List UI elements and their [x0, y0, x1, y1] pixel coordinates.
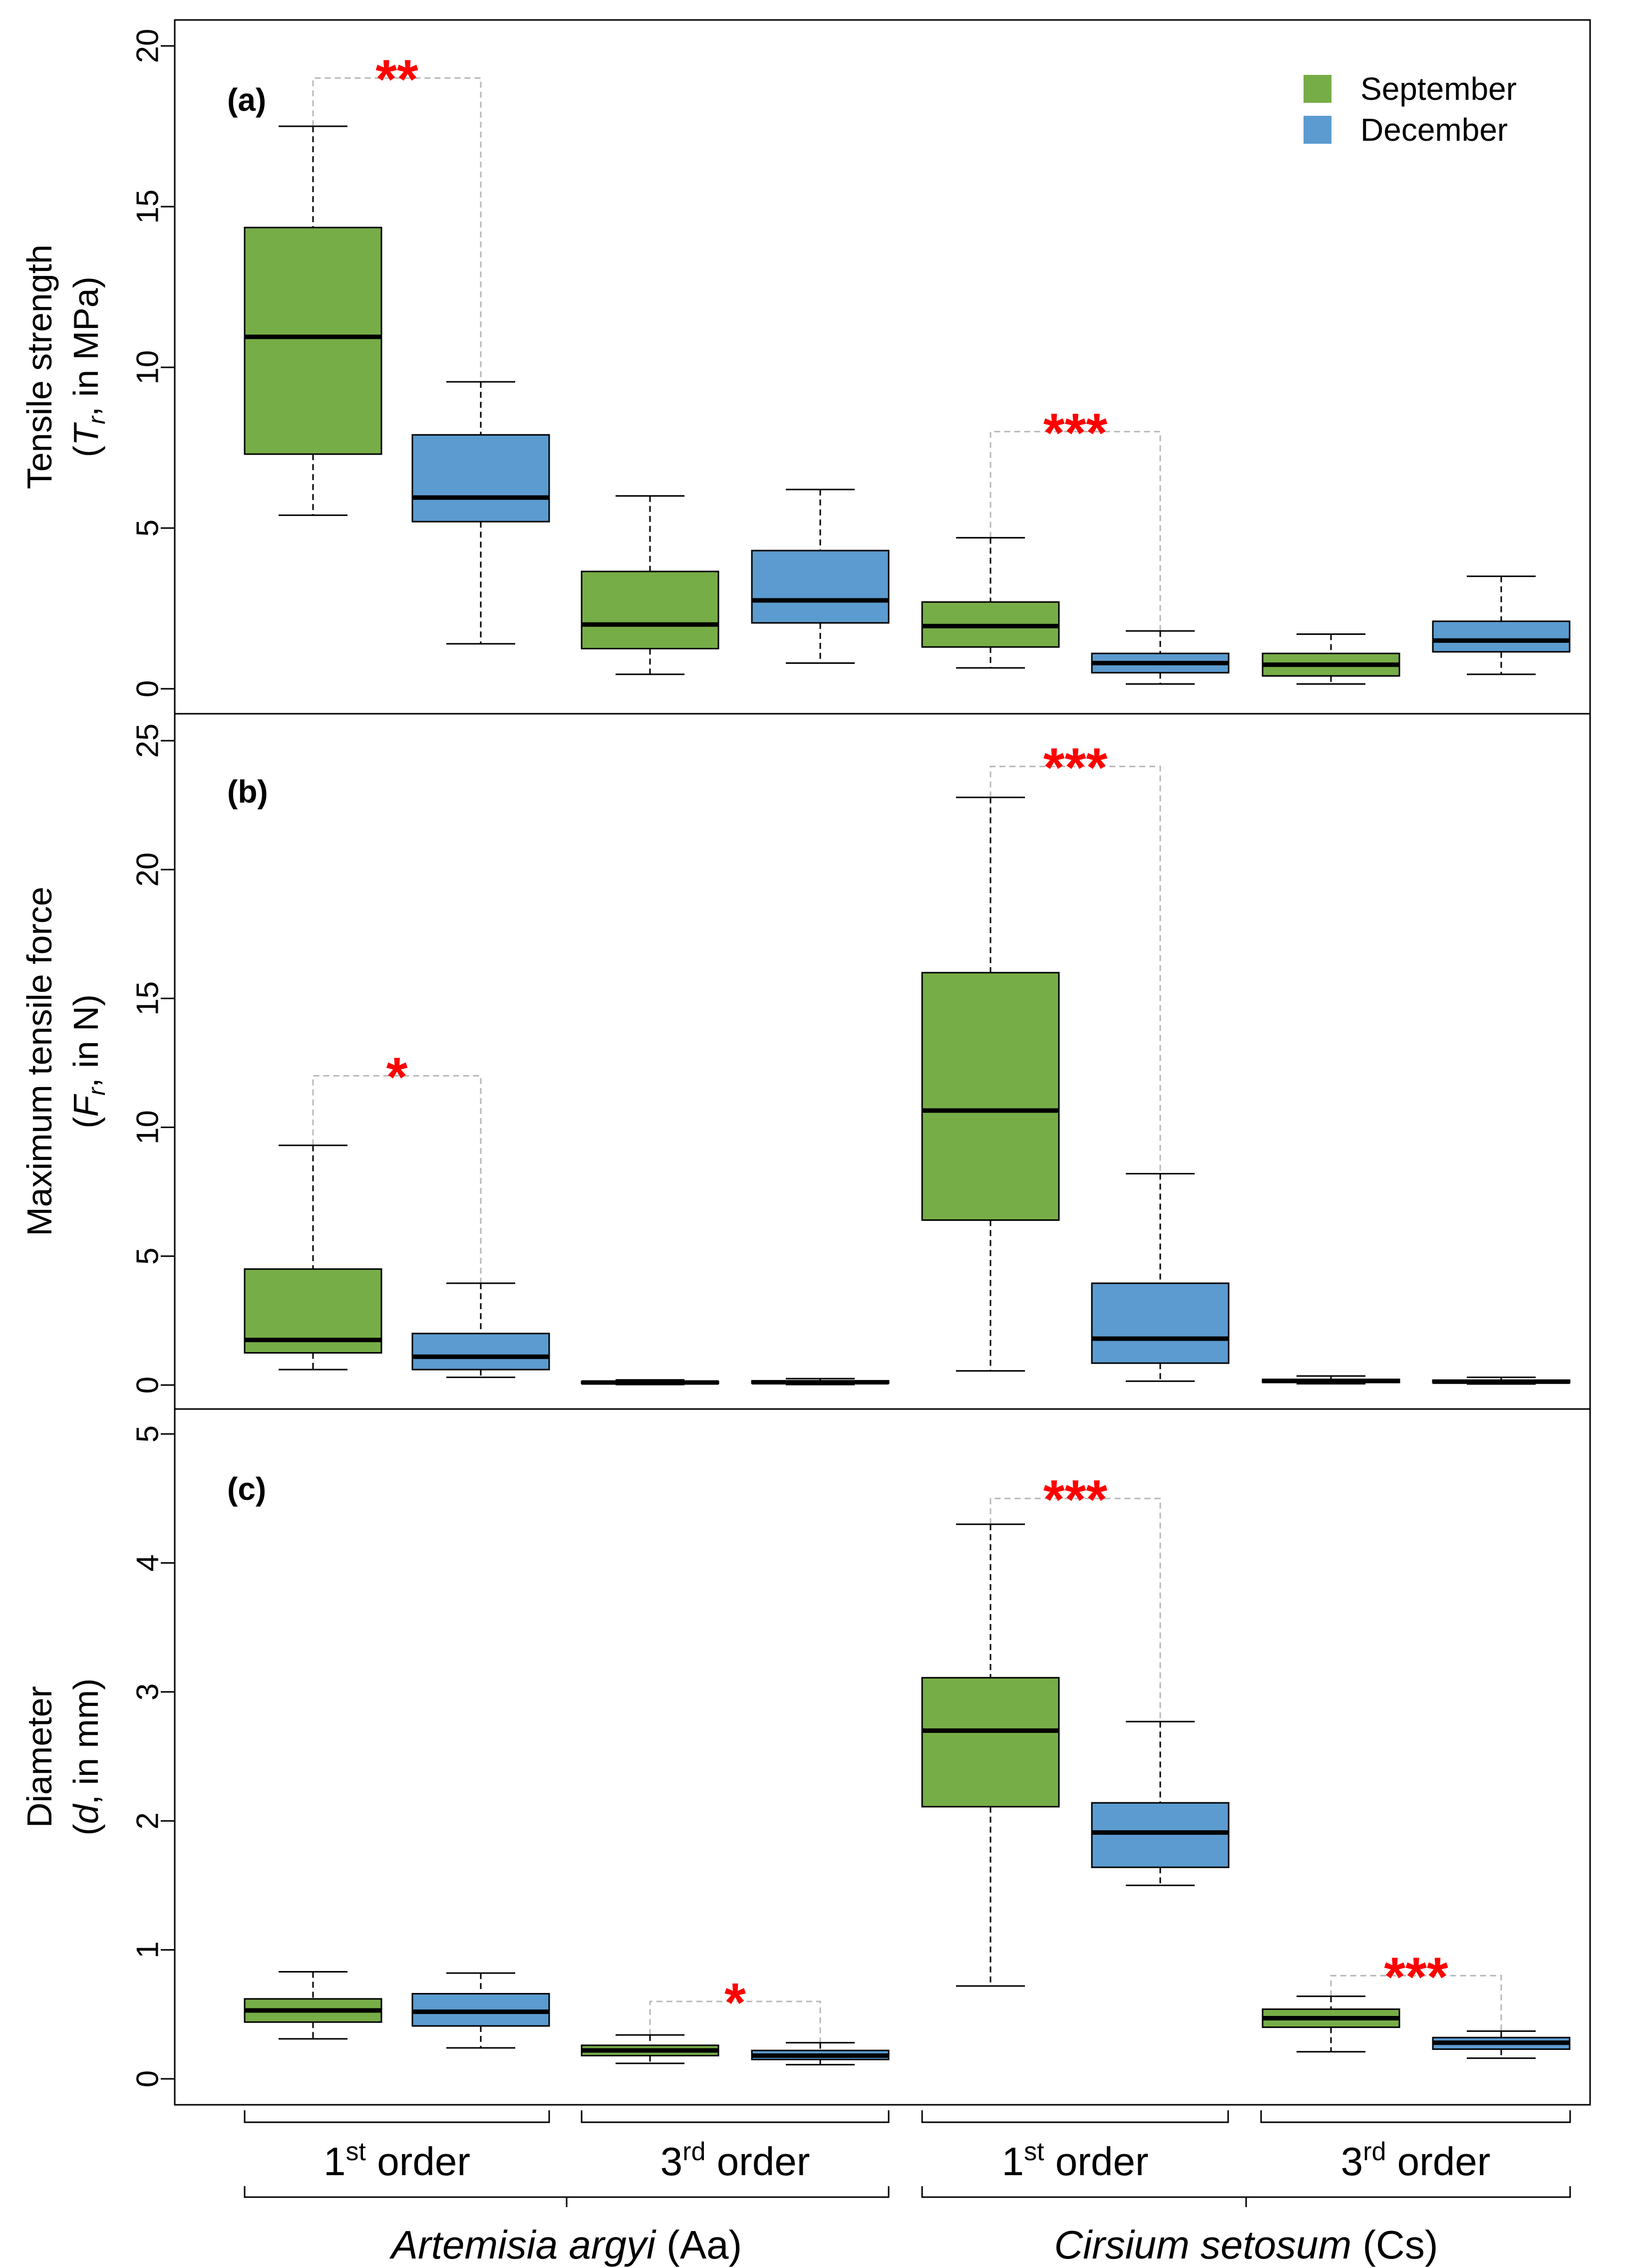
significance-bracket [649, 2000, 821, 2043]
box-september-aa-1st-order [244, 1971, 382, 2040]
box-september-aa-3rd-order [581, 495, 719, 675]
significance-stars: *** [1043, 402, 1108, 464]
y-tick-label: 5 [130, 1425, 165, 1442]
box-september-aa-1st-order [244, 1144, 382, 1371]
y-tick-label: 25 [130, 724, 165, 758]
y-axis-unit: (Tr, in MPa) [66, 277, 110, 457]
box-body [581, 570, 719, 649]
legend-label-september: September [1360, 71, 1517, 107]
box-body [411, 434, 550, 523]
y-axis-title: Maximum tensile force [20, 886, 59, 1236]
box-december-aa-3rd-order [751, 489, 890, 664]
significance-stars: * [386, 1046, 408, 1108]
order-bracket [1260, 2110, 1571, 2123]
y-axis-unit: (Fr, in N) [66, 994, 110, 1129]
y-tick-label: 5 [130, 520, 165, 537]
y-tick-label: 10 [130, 1110, 165, 1144]
box-september-aa-1st-order [244, 125, 382, 516]
y-tick-label: 0 [130, 1377, 165, 1394]
box-body [1432, 620, 1571, 653]
significance-bracket [990, 1497, 1161, 1722]
order-label: 1st order [324, 2137, 470, 2184]
species-bracket [921, 2186, 1571, 2207]
panel-b: 0 5 10 15 20 25 Maximum tensile force (Fr, in N… [20, 713, 1591, 1410]
species-label: Cirsium setosum (Cs) [1054, 2223, 1438, 2267]
box-december-cs-3rd-order [1432, 1377, 1571, 1385]
box-december-cs-1st-order [1091, 1173, 1230, 1382]
legend-label-december: December [1360, 112, 1508, 148]
x-axis-groups: 1st order 3rd order 1st order 3rd order Arte… [244, 2110, 1571, 2267]
order-label: 1st order [1002, 2137, 1149, 2184]
legend-swatch-december [1304, 116, 1331, 144]
species-label: Artemisia argyi (Aa) [389, 2223, 742, 2267]
y-tick-label: 0 [130, 2070, 165, 2087]
box-september-aa-3rd-order [581, 2034, 719, 2064]
significance-stars: ** [375, 48, 418, 110]
box-body [751, 550, 890, 624]
significance-bracket [312, 1075, 482, 1284]
panel-frame [174, 1408, 1591, 2106]
box-body [1091, 1802, 1230, 1868]
box-september-cs-1st-order [921, 537, 1060, 669]
box-december-cs-3rd-order [1432, 2030, 1571, 2059]
box-september-cs-1st-order [921, 797, 1060, 1372]
box-december-aa-1st-order [411, 1972, 550, 2049]
box-december-cs-1st-order [1091, 1720, 1230, 1886]
significance-bracket [312, 77, 482, 382]
box-december-aa-1st-order [411, 1282, 550, 1379]
significance-bracket [990, 431, 1161, 631]
box-body [921, 972, 1060, 1221]
significance-stars: * [724, 1972, 746, 2033]
box-body [411, 1333, 550, 1371]
significance-bracket [990, 766, 1161, 1174]
box-september-cs-1st-order [921, 1523, 1060, 1987]
species-bracket [244, 2186, 890, 2207]
box-body [1091, 1282, 1230, 1364]
y-tick-label: 5 [130, 1248, 165, 1265]
order-bracket [244, 2110, 550, 2123]
y-tick-label: 4 [130, 1554, 165, 1571]
significance-stars: *** [1043, 737, 1108, 799]
order-label: 3rd order [1341, 2137, 1491, 2184]
panel-a: 0 5 10 15 20 Tensile strength (Tr, in MPa) (a) *… [20, 19, 1591, 715]
legend-swatch-september [1304, 75, 1331, 103]
panel-label: (c) [227, 1471, 266, 1507]
y-tick-label: 20 [130, 852, 165, 887]
order-bracket [581, 2110, 890, 2123]
box-december-aa-1st-order [411, 381, 550, 645]
significance-stars: *** [1384, 1946, 1448, 2007]
y-axis-title: Tensile strength [20, 245, 59, 489]
y-tick-label: 20 [130, 29, 165, 63]
panel-label: (b) [227, 774, 268, 810]
box-december-aa-3rd-order [751, 1378, 890, 1386]
box-september-aa-3rd-order [581, 1379, 719, 1386]
order-bracket [921, 2110, 1229, 2123]
box-december-cs-1st-order [1091, 630, 1230, 685]
y-tick-label: 0 [130, 680, 165, 697]
y-tick-label: 2 [130, 1812, 165, 1829]
significance-stars: *** [1043, 1469, 1108, 1530]
y-axis-unit: (d, in mm) [66, 1678, 105, 1835]
box-december-cs-3rd-order [1432, 575, 1571, 675]
y-tick-label: 15 [130, 981, 165, 1016]
order-label: 3rd order [660, 2137, 810, 2184]
y-tick-label: 3 [130, 1684, 165, 1701]
significance-bracket [1330, 1975, 1502, 2031]
box-body [244, 227, 382, 455]
y-tick-label: 10 [130, 350, 165, 385]
panel-label: (a) [227, 82, 266, 118]
box-september-cs-3rd-order [1262, 633, 1400, 685]
y-tick-label: 1 [130, 1941, 165, 1958]
box-september-cs-3rd-order [1262, 1995, 1400, 2053]
y-axis-title: Diameter [20, 1686, 59, 1828]
box-body [921, 1677, 1060, 1808]
box-september-cs-3rd-order [1262, 1375, 1400, 1385]
box-december-aa-3rd-order [751, 2042, 890, 2066]
y-tick-label: 15 [130, 190, 165, 224]
